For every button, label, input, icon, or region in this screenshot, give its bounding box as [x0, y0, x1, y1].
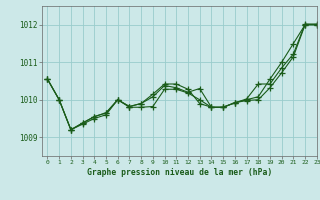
X-axis label: Graphe pression niveau de la mer (hPa): Graphe pression niveau de la mer (hPa) — [87, 168, 272, 177]
